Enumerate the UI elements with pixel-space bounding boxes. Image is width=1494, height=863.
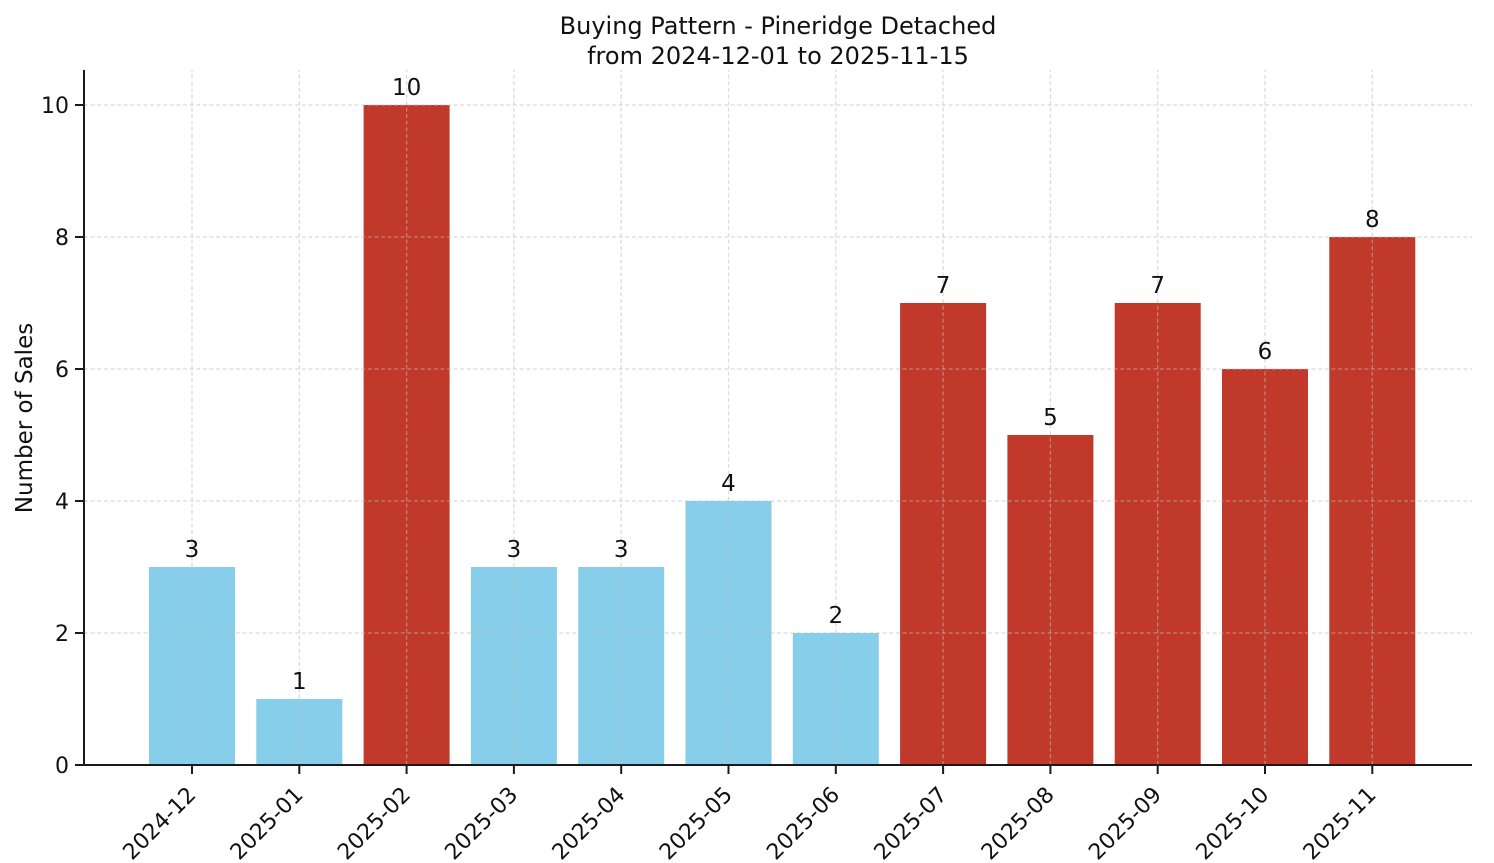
x-tick-label: 2025-04 xyxy=(548,783,631,863)
x-tick-label: 2025-07 xyxy=(870,783,953,863)
x-tick-label: 2024-12 xyxy=(119,783,202,863)
bar-value-label: 6 xyxy=(1258,339,1273,365)
x-tick-label: 2025-10 xyxy=(1192,783,1275,863)
x-tick-label: 2025-11 xyxy=(1299,783,1382,863)
bar-value-label: 3 xyxy=(507,537,522,563)
chart-title: Buying Pattern - Pineridge Detached xyxy=(559,12,997,40)
y-tick-label: 8 xyxy=(55,226,69,251)
bar-value-label: 5 xyxy=(1043,405,1058,431)
bar-value-label: 8 xyxy=(1365,207,1380,233)
bar-value-label: 1 xyxy=(292,669,307,695)
y-tick-label: 4 xyxy=(55,490,69,515)
bar-value-label: 10 xyxy=(392,75,421,101)
x-tick-label: 2025-08 xyxy=(977,783,1060,863)
x-tick-label: 2025-02 xyxy=(333,783,416,863)
y-tick-label: 10 xyxy=(41,94,69,119)
x-tick-label: 2025-01 xyxy=(226,783,309,863)
bar-value-label: 7 xyxy=(1150,273,1165,299)
y-tick-label: 2 xyxy=(55,622,69,647)
bar-value-label: 3 xyxy=(185,537,200,563)
bar-value-label: 4 xyxy=(721,471,736,497)
x-tick-label: 2025-06 xyxy=(762,783,845,863)
x-tick-label: 2025-05 xyxy=(655,783,738,863)
chart-subtitle: from 2024-12-01 to 2025-11-15 xyxy=(587,42,969,70)
bar-value-label: 7 xyxy=(936,273,951,299)
x-tick-label: 2025-03 xyxy=(440,783,523,863)
y-tick-label: 0 xyxy=(55,754,69,779)
bar-value-label: 2 xyxy=(828,603,843,629)
y-tick-label: 6 xyxy=(55,358,69,383)
bar-value-label: 3 xyxy=(614,537,629,563)
x-tick-label: 2025-09 xyxy=(1084,783,1167,863)
